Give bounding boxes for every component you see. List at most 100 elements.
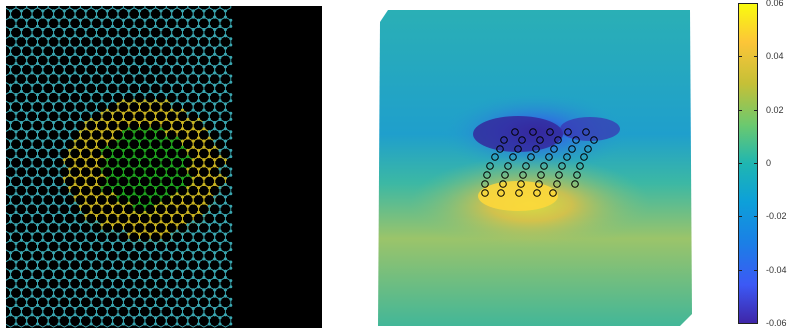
atom xyxy=(9,307,13,310)
atom xyxy=(143,223,147,227)
atom xyxy=(89,248,93,252)
atom xyxy=(197,37,201,41)
atom xyxy=(223,257,227,261)
atom xyxy=(159,164,163,168)
atom xyxy=(105,269,109,273)
atom xyxy=(207,204,211,208)
atom xyxy=(62,176,66,180)
atom xyxy=(100,148,104,152)
atom xyxy=(41,52,45,56)
atom xyxy=(121,223,125,227)
atom xyxy=(62,220,66,224)
atom xyxy=(127,28,131,31)
atom xyxy=(111,241,115,245)
atom xyxy=(19,251,23,255)
atom xyxy=(9,34,13,38)
atom xyxy=(181,121,184,124)
atom xyxy=(19,15,23,19)
atom xyxy=(62,145,66,149)
atom xyxy=(89,223,93,227)
atom xyxy=(213,90,217,93)
atom xyxy=(181,15,184,19)
atom xyxy=(84,238,88,242)
atom xyxy=(202,52,206,56)
atom xyxy=(164,316,168,320)
atom xyxy=(36,303,39,307)
atom xyxy=(14,136,18,140)
atom xyxy=(191,214,195,217)
atom xyxy=(170,195,174,199)
atom xyxy=(105,102,109,106)
atom xyxy=(159,238,163,242)
atom xyxy=(68,186,72,190)
atom xyxy=(19,307,23,310)
atom xyxy=(170,257,174,261)
atom xyxy=(138,269,141,273)
atom xyxy=(100,248,104,252)
atom xyxy=(25,93,29,97)
atom xyxy=(36,204,39,208)
atom xyxy=(30,201,34,205)
atom xyxy=(68,279,72,283)
atom xyxy=(46,322,50,326)
atom xyxy=(138,52,141,56)
atom xyxy=(62,195,66,199)
atom xyxy=(127,257,131,261)
atom xyxy=(159,121,163,124)
atom xyxy=(132,117,136,121)
atom xyxy=(154,130,158,134)
atom xyxy=(175,297,179,301)
atom xyxy=(111,192,115,196)
atom xyxy=(78,111,82,115)
atom xyxy=(213,238,217,242)
atom xyxy=(25,130,29,134)
atom xyxy=(105,83,109,87)
atom xyxy=(191,195,195,199)
atom xyxy=(111,93,115,97)
atom xyxy=(78,99,82,103)
atom xyxy=(207,37,211,41)
atom xyxy=(84,102,88,106)
atom xyxy=(132,297,136,301)
atom xyxy=(213,288,217,292)
atom xyxy=(62,164,66,168)
atom xyxy=(25,18,29,22)
atom xyxy=(52,158,56,162)
atom xyxy=(197,55,201,59)
atom xyxy=(127,158,131,162)
atom xyxy=(218,93,222,97)
atom xyxy=(191,164,195,168)
atom xyxy=(229,136,233,140)
atom xyxy=(186,173,190,177)
atom xyxy=(159,214,163,217)
atom xyxy=(202,139,206,143)
atom xyxy=(78,148,82,152)
atom xyxy=(73,145,77,149)
atom xyxy=(68,285,72,289)
atom xyxy=(148,313,152,317)
atom xyxy=(19,214,23,217)
atom xyxy=(143,155,147,159)
atom xyxy=(116,214,120,217)
atom xyxy=(143,316,147,320)
atom xyxy=(154,62,158,66)
atom xyxy=(100,136,104,140)
atom xyxy=(25,223,29,227)
atom xyxy=(84,52,88,56)
colorbar-tick-label: 0.04 xyxy=(766,51,784,62)
atom xyxy=(57,130,61,134)
atom xyxy=(84,121,88,124)
atom xyxy=(223,108,227,112)
atom xyxy=(154,136,158,140)
atom xyxy=(78,186,82,190)
atom xyxy=(30,269,34,273)
atom xyxy=(164,111,168,115)
atom xyxy=(73,102,77,106)
atom xyxy=(202,313,206,317)
atom xyxy=(41,121,45,124)
atom xyxy=(207,117,211,121)
atom xyxy=(202,220,206,224)
atom xyxy=(89,55,93,59)
atom xyxy=(84,294,88,298)
atom xyxy=(186,248,190,252)
